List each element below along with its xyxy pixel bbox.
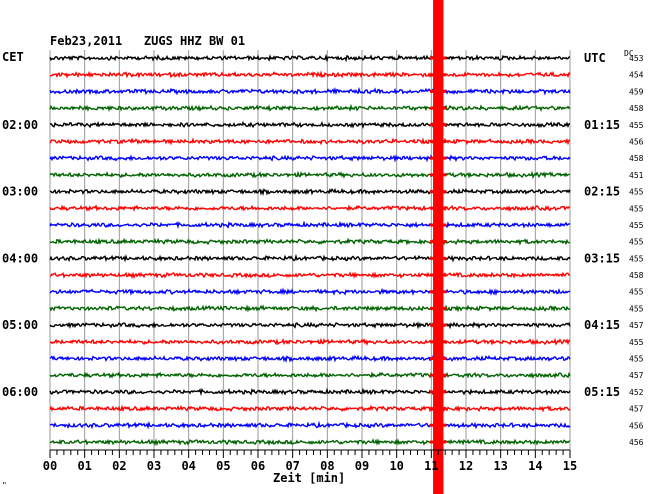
trace-23 — [49, 438, 571, 447]
dc-value: 455 — [629, 254, 644, 263]
trace-13 — [49, 271, 571, 280]
x-tick-label: 12 — [459, 459, 473, 473]
grid-lines — [49, 50, 571, 450]
footer-mark: " — [2, 481, 7, 490]
dc-value: 456 — [629, 137, 644, 146]
seismic-event — [430, 0, 447, 494]
x-tick-label: 00 — [43, 459, 57, 473]
trace-7 — [49, 170, 570, 180]
trace-14 — [49, 287, 571, 296]
seismic-traces — [49, 53, 571, 447]
x-tick-label: 08 — [320, 459, 334, 473]
utc-time-label: 04:15 — [584, 318, 620, 332]
trace-16 — [49, 321, 571, 330]
trace-11 — [49, 237, 571, 246]
dc-value: 455 — [629, 221, 644, 230]
dc-value: 457 — [629, 405, 644, 414]
dc-value: 455 — [629, 204, 644, 213]
utc-time-label: 03:15 — [584, 251, 620, 265]
dc-value: 458 — [629, 271, 644, 280]
dc-value: 455 — [629, 338, 644, 347]
cet-time-label: 05:00 — [2, 318, 38, 332]
dc-value: 451 — [629, 171, 644, 180]
trace-6 — [49, 154, 571, 163]
dc-value: 455 — [629, 121, 644, 130]
trace-9 — [49, 204, 570, 213]
x-tick-label: 01 — [77, 459, 91, 473]
trace-1 — [49, 70, 571, 79]
event-band — [433, 0, 444, 494]
cet-time-label: 02:00 — [2, 118, 38, 132]
cet-time-label: 03:00 — [2, 185, 38, 199]
utc-time-label: UTC — [584, 51, 606, 65]
x-tick-label: 09 — [355, 459, 369, 473]
dc-value: 454 — [629, 71, 644, 80]
utc-time-labels: UTC 01:15 02:15 03:15 04:15 05:15 — [584, 51, 620, 399]
x-tick-label: 15 — [563, 459, 577, 473]
trace-15 — [49, 304, 571, 313]
dc-value: 458 — [629, 154, 644, 163]
cet-time-labels: 02:00 03:00 04:00 05:00 06:00 — [2, 118, 38, 399]
x-axis-title: Zeit [min] — [273, 471, 345, 485]
trace-5 — [49, 137, 571, 146]
x-tick-label: 11 — [424, 459, 438, 473]
x-tick-label: 05 — [216, 459, 230, 473]
cet-time-label: 04:00 — [2, 251, 38, 265]
dc-value: 453 — [629, 54, 644, 63]
cet-time-label: 06:00 — [2, 385, 38, 399]
dc-value: 455 — [629, 355, 644, 364]
dc-value: 455 — [629, 288, 644, 297]
x-tick-label: 13 — [493, 459, 507, 473]
x-tick-label: 02 — [112, 459, 126, 473]
x-tick-label: 10 — [389, 459, 403, 473]
dc-value: 455 — [629, 304, 644, 313]
chart-title: Feb23,2011 ZUGS HHZ BW 01 — [50, 34, 245, 48]
trace-4 — [49, 120, 571, 129]
dc-value: 455 — [629, 188, 644, 197]
x-tick-label: 14 — [528, 459, 542, 473]
trace-18 — [49, 354, 571, 364]
trace-8 — [49, 187, 571, 197]
dc-value: 455 — [629, 238, 644, 247]
utc-time-label: 02:15 — [584, 185, 620, 199]
trace-19 — [49, 371, 571, 379]
trace-10 — [49, 220, 571, 230]
dc-value: 456 — [629, 421, 644, 430]
utc-time-label: 05:15 — [584, 385, 620, 399]
dc-value: 457 — [629, 321, 644, 330]
dc-value: 458 — [629, 104, 644, 113]
x-tick-label: 07 — [285, 459, 299, 473]
x-tick-label: 04 — [181, 459, 195, 473]
cet-axis-label: CET — [2, 50, 24, 64]
dc-label: DC — [624, 49, 634, 58]
utc-time-label: 01:15 — [584, 118, 620, 132]
trace-0 — [49, 53, 570, 63]
trace-17 — [49, 337, 571, 346]
trace-20 — [49, 387, 571, 397]
x-tick-label: 06 — [251, 459, 265, 473]
x-tick-label: 03 — [147, 459, 161, 473]
dc-values: 453 454 459 458 455 456 458 451 455 455 455 455 455 4… — [629, 54, 644, 447]
dc-value: 457 — [629, 371, 644, 380]
dc-value: 456 — [629, 438, 644, 447]
trace-12 — [49, 253, 571, 263]
trace-2 — [49, 86, 571, 96]
trace-22 — [49, 420, 571, 430]
dc-value: 452 — [629, 388, 644, 397]
trace-21 — [49, 404, 571, 413]
trace-3 — [49, 103, 571, 112]
dc-value: 459 — [629, 87, 644, 96]
x-axis: 00 01 02 03 04 05 06 07 08 09 10 11 12 13 14 15 — [43, 449, 577, 473]
